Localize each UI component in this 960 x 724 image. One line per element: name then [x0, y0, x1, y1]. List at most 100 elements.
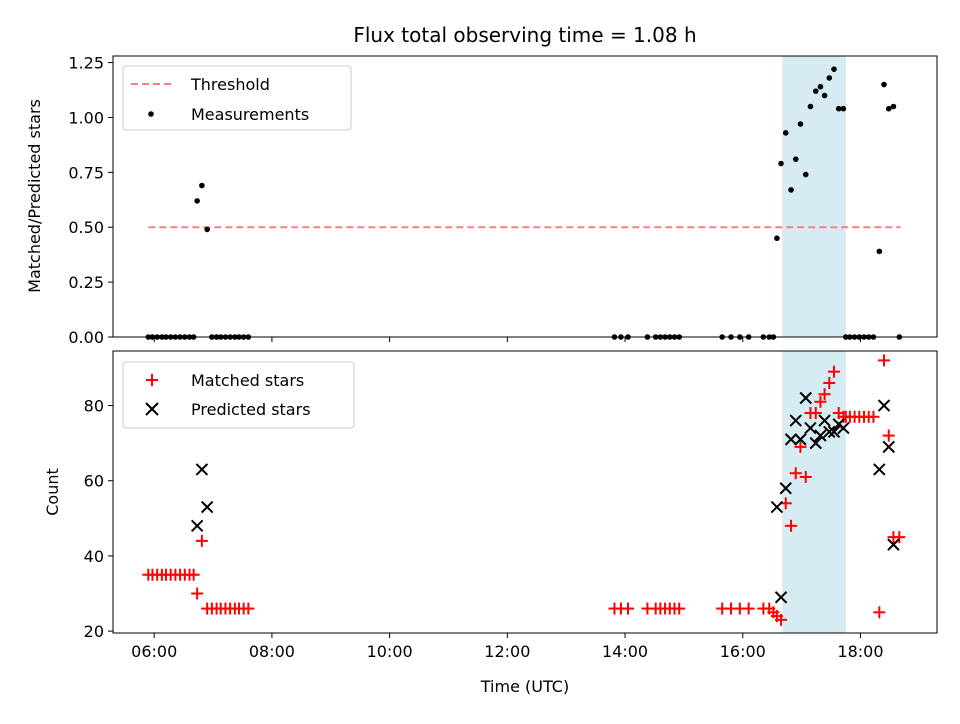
- predicted-star-point: [837, 421, 850, 435]
- matched-star-point: [775, 613, 788, 626]
- measurement-point: [812, 88, 819, 94]
- predicted-star-point: [827, 425, 841, 439]
- predicted-star-point: [809, 436, 822, 450]
- measurement-point: [199, 182, 205, 189]
- x-tick-label: 06:00: [131, 642, 177, 661]
- predicted-star-point: [779, 482, 792, 495]
- matched-star-point: [785, 519, 798, 532]
- top-highlight-span: [782, 56, 846, 337]
- predicted-star-point: [789, 414, 802, 427]
- bottom-panel: 20 40 60 80 06:00 08:00 10:00 12:00 14:00 16:00 1…: [43, 350, 938, 696]
- measurement-point: [792, 156, 799, 162]
- measurement-point: [778, 160, 784, 167]
- x-tick-label: 10:00: [367, 642, 413, 661]
- measurement-point: [890, 103, 897, 110]
- matched-star-points: [142, 354, 906, 626]
- measurement-point: [885, 105, 892, 112]
- bottom-y-ticks: 20 40 60 80: [84, 397, 113, 641]
- measurement-point: [774, 235, 780, 242]
- matched-star-point: [195, 534, 208, 547]
- matched-star-point: [867, 410, 880, 423]
- predicted-star-point: [794, 433, 807, 446]
- top-y-tick-label: 1.25: [68, 54, 104, 73]
- matched-star-point: [242, 602, 255, 615]
- matched-star-point: [742, 602, 755, 615]
- matched-star-point: [673, 602, 686, 615]
- measurement-point: [797, 121, 804, 127]
- bottom-axes-frame: [112, 350, 938, 634]
- bot-y-tick-label: 80: [84, 397, 104, 416]
- matched-star-point: [882, 429, 895, 442]
- predicted-star-point: [877, 399, 891, 412]
- x-tick-label: 08:00: [249, 642, 295, 661]
- top-legend: Threshold Measurements: [122, 65, 352, 131]
- measurement-point: [817, 83, 824, 90]
- predicted-star-point: [784, 433, 798, 446]
- legend-threshold-label: Threshold: [190, 75, 270, 94]
- top-y-ticks: 0.00 0.25 0.50 0.75 1.00 1.25: [68, 54, 113, 347]
- predicted-star-point: [814, 429, 827, 442]
- measurement-point: [831, 66, 837, 72]
- top-y-axis-label: Matched/Predicted stars: [25, 99, 44, 293]
- bottom-y-axis-label: Count: [43, 468, 62, 516]
- top-y-tick-label: 0.25: [68, 273, 104, 292]
- predicted-star-point: [804, 421, 817, 435]
- predicted-star-point: [190, 519, 204, 533]
- predicted-star-point: [799, 391, 812, 405]
- measurement-point: [204, 226, 210, 233]
- matched-star-point: [809, 407, 822, 420]
- top-y-tick-label: 0.50: [68, 218, 104, 237]
- measurement-point: [807, 103, 814, 110]
- x-tick-label: 18:00: [837, 642, 883, 661]
- predicted-star-points: [190, 391, 900, 604]
- top-y-tick-label: 1.00: [68, 108, 104, 127]
- measurement-point: [876, 248, 883, 255]
- top-span-rect: [782, 56, 846, 337]
- x-tick-label: 14:00: [602, 642, 648, 661]
- legend-matched-label: Matched stars: [191, 371, 304, 390]
- bottom-legend: Matched stars Predicted stars: [122, 361, 355, 429]
- matched-star-point: [828, 365, 840, 378]
- predicted-star-point: [887, 538, 900, 551]
- top-x-ticks: [153, 337, 861, 342]
- x-tick-label: 12:00: [484, 642, 530, 661]
- bot-y-tick-label: 60: [84, 472, 104, 491]
- bottom-legend-box: [122, 361, 355, 429]
- predicted-star-point: [770, 500, 784, 514]
- legend-measurements-label: Measurements: [191, 105, 309, 124]
- matched-star-point: [191, 587, 204, 600]
- predicted-star-point: [200, 500, 214, 514]
- measurement-point: [826, 75, 833, 81]
- matched-star-point: [187, 568, 200, 581]
- measurement-point: [788, 187, 794, 193]
- matched-star-point: [873, 606, 886, 619]
- bot-span-rect: [782, 351, 846, 633]
- bottom-x-ticks: 06:00 08:00 10:00 12:00 14:00 16:00 18:00: [131, 633, 884, 661]
- matched-star-point: [823, 376, 836, 389]
- bot-y-tick-label: 40: [84, 547, 104, 566]
- bottom-highlight-span: [782, 351, 846, 633]
- predicted-star-point: [195, 463, 209, 476]
- top-legend-box: [122, 65, 352, 131]
- matched-star-point: [818, 388, 831, 401]
- chart-title: Flux total observing time = 1.08 h: [353, 23, 696, 47]
- predicted-star-point: [774, 591, 788, 604]
- measurement-point: [802, 171, 809, 178]
- legend-predicted-label: Predicted stars: [191, 400, 311, 419]
- matched-star-point: [799, 470, 812, 483]
- legend-predicted-swatch: [145, 402, 159, 416]
- predicted-star-point: [818, 414, 831, 427]
- matched-star-point: [794, 440, 807, 453]
- matched-star-point: [789, 467, 802, 480]
- matched-star-point: [814, 395, 827, 408]
- measurement-point: [840, 105, 847, 112]
- matched-star-point: [878, 354, 891, 367]
- predicted-star-point: [823, 425, 836, 439]
- top-y-tick-label: 0.75: [68, 163, 104, 182]
- measurement-point: [881, 81, 887, 88]
- top-axes-frame: [112, 55, 938, 338]
- matched-star-point: [893, 531, 906, 544]
- measurement-point: [821, 92, 828, 99]
- legend-matched-swatch: [146, 374, 158, 386]
- matched-star-point: [622, 602, 634, 615]
